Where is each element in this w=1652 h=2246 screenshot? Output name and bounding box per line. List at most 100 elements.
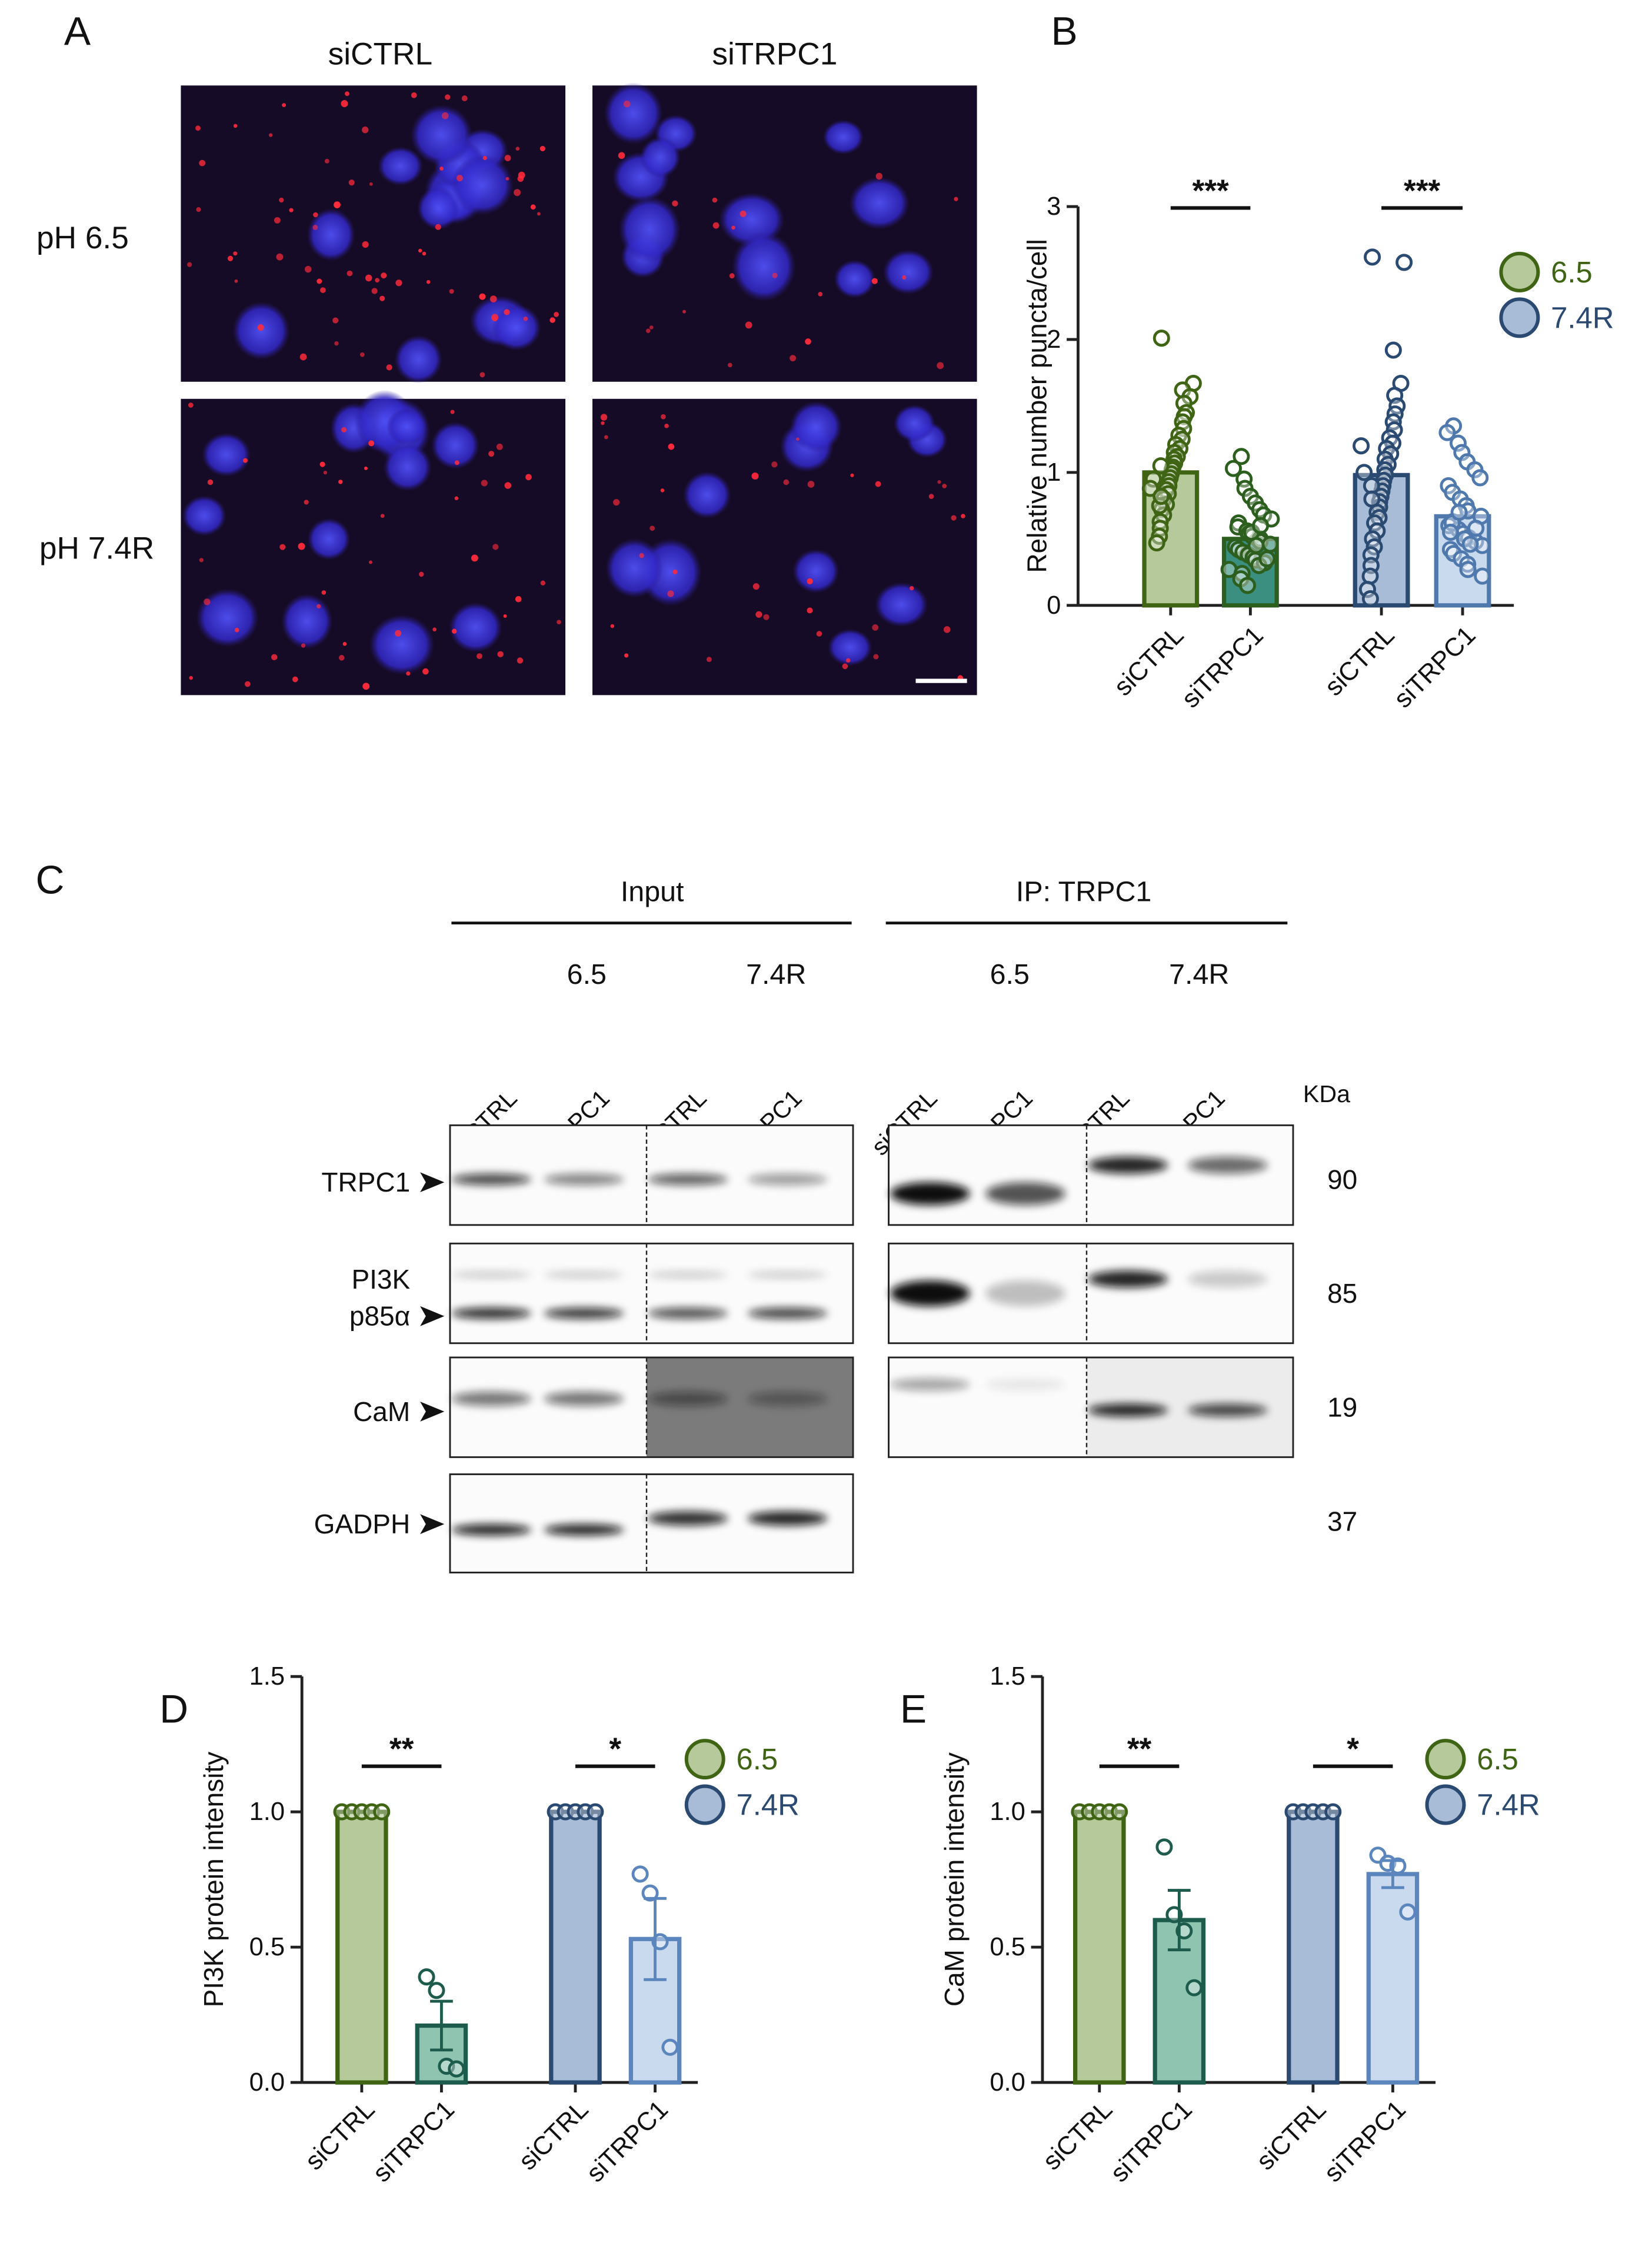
puncta [745,321,752,329]
puncta [332,317,339,324]
legend-swatch [1425,1784,1466,1825]
puncta [492,544,499,550]
data-point [1438,424,1456,441]
data-point [1353,437,1370,455]
puncta [682,310,686,314]
puncta [301,643,306,648]
row-label: pH 7.4R [39,531,154,565]
puncta [379,295,385,301]
data-point [1384,341,1402,359]
x-tick-label: siTRPC1 [581,2095,674,2188]
puncta [549,317,555,323]
puncta [244,681,251,687]
group-header: IP: TRPC1 [1016,876,1151,907]
condition-label: 6.5 [567,959,607,990]
legend-swatch [1499,251,1540,292]
data-point [1361,590,1379,608]
data-point [1148,534,1165,552]
data-point [418,1968,435,1986]
puncta [298,543,305,550]
bar [1073,1809,1126,2085]
data-point [1324,1803,1342,1821]
band [1088,1156,1168,1174]
puncta [842,663,848,670]
significance-label: ** [389,1732,414,1766]
puncta [942,484,947,488]
puncta [395,279,402,287]
band [747,1271,828,1279]
puncta [334,201,341,209]
bar [1287,1809,1340,2085]
puncta [476,653,482,660]
puncta [492,317,497,322]
nucleus [828,628,872,666]
puncta [816,631,822,637]
nucleus [394,335,442,384]
puncta [649,325,654,330]
puncta [729,273,735,279]
puncta [380,514,385,518]
puncta [364,466,368,470]
data-point [1459,561,1477,578]
data-point [1152,457,1170,475]
band [985,1182,1065,1205]
puncta [242,458,248,463]
band [544,1307,624,1319]
nucleus [369,614,435,675]
arrowhead [420,1306,445,1326]
legend-swatch [684,1739,725,1780]
puncta [850,473,854,477]
panel-letter: E [900,1687,927,1731]
legend-label: 7.4R [736,1788,799,1822]
x-tick-label: siCTRL [1251,2095,1332,2176]
bar [549,1809,602,2085]
y-tick-label: 0.5 [990,1933,1025,1961]
micrograph [592,82,977,382]
puncta [233,251,238,256]
puncta [439,167,444,171]
data-point [1355,464,1373,481]
condition-label: 6.5 [990,959,1030,990]
micrograph [181,390,566,696]
puncta [441,112,449,119]
nucleus [417,187,460,230]
nucleus [894,404,935,442]
protein-label: TRPC1 [321,1167,410,1197]
significance-label: *** [1193,174,1229,208]
band [747,1173,828,1186]
puncta [313,212,318,218]
puncta [871,278,878,284]
puncta [187,262,192,267]
puncta [426,279,431,284]
puncta [763,614,770,620]
condition-label: 7.4R [1169,959,1229,990]
nucleus [182,495,227,536]
data-point [1364,248,1381,266]
data-point [1261,535,1279,553]
blot-frame [888,1242,1294,1345]
x-tick-label: siCTRL [300,2095,381,2176]
puncta [411,92,417,98]
puncta [454,460,459,465]
puncta [624,653,629,658]
protein-label: p85α [349,1301,410,1332]
puncta [790,355,797,362]
puncta [752,583,760,590]
puncta [289,208,294,212]
puncta [961,514,965,518]
puncta [422,668,429,675]
band [648,1511,728,1526]
puncta [435,224,441,230]
puncta [282,103,287,108]
nucleus [849,177,910,229]
data-point [1153,330,1170,347]
micrograph [592,398,977,696]
puncta [650,525,655,531]
nucleus [451,155,514,215]
nucleus [834,259,875,298]
nucleus [383,443,432,491]
puncta [514,189,521,197]
nucleus [281,594,333,649]
y-tick-label: 0 [1047,591,1061,620]
legend-label: 7.4R [1477,1788,1540,1822]
